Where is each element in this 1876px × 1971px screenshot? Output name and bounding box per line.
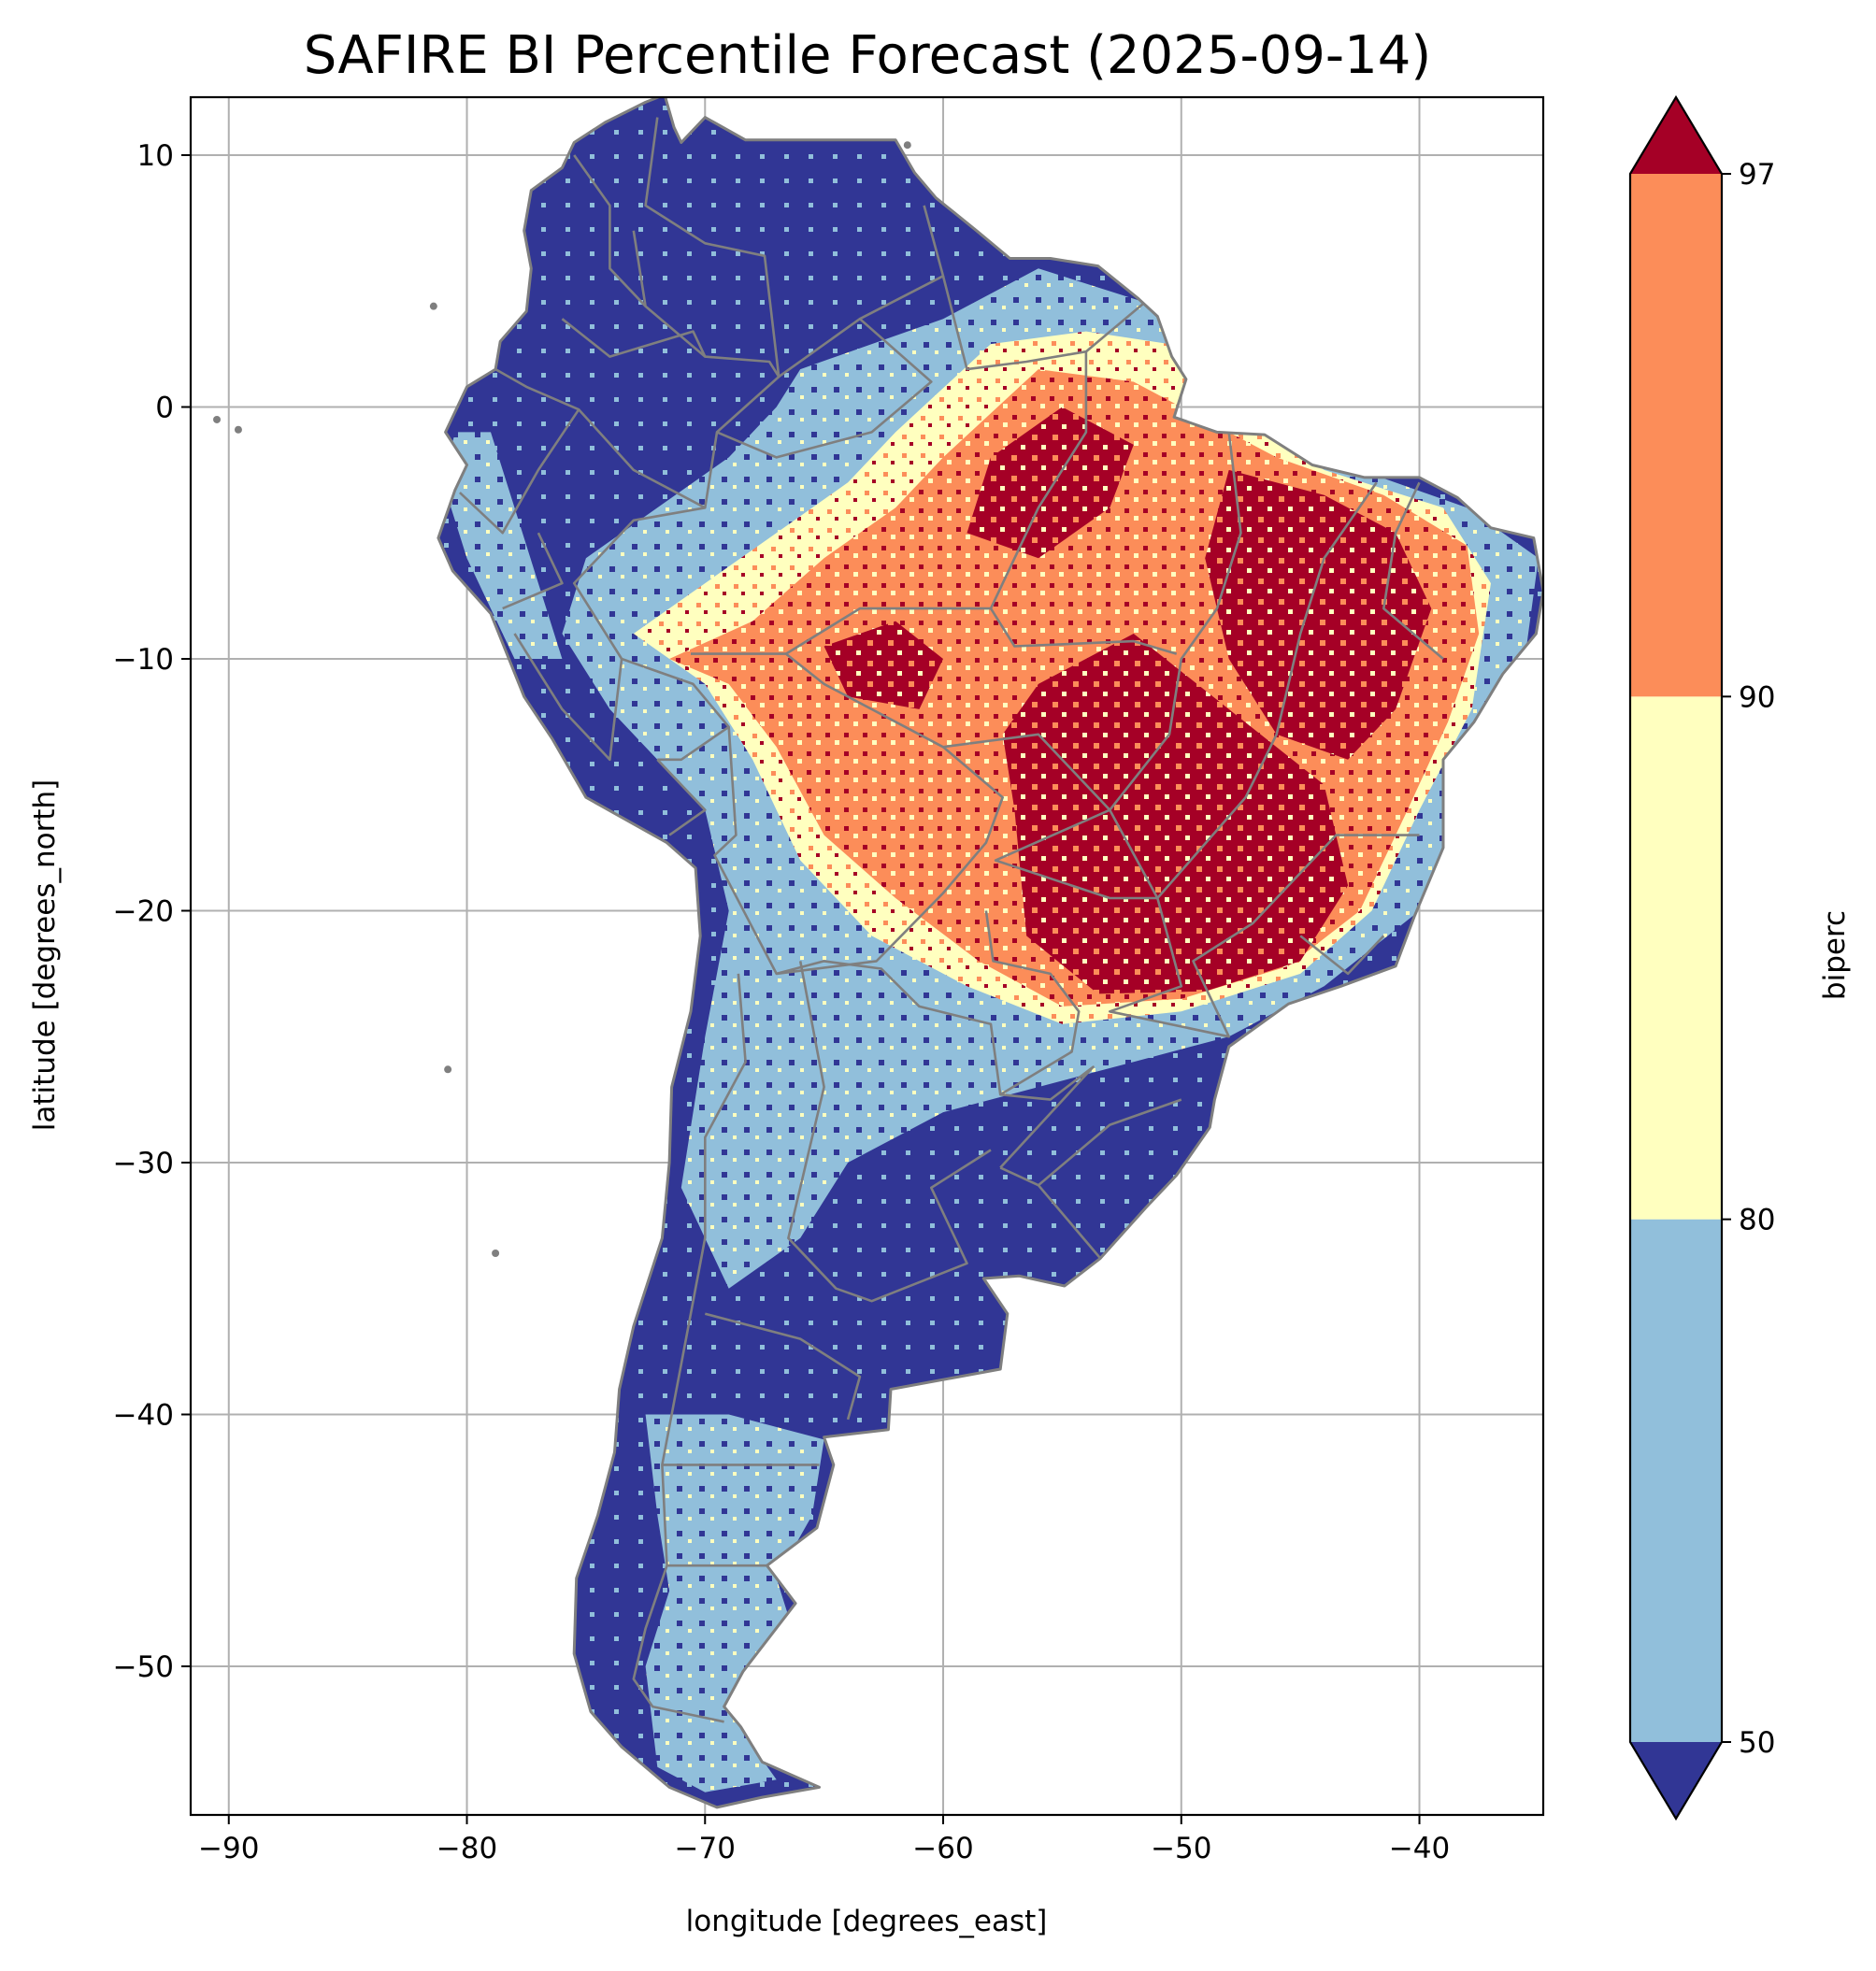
percentile-zones — [443, 268, 1539, 1792]
admin-border — [1109, 432, 1378, 900]
admin-border — [578, 408, 706, 509]
map-axes: −90 −80 −70 −60 −50 −40 10 0 −10 −20 −30 −40 −50 lo… — [28, 95, 1545, 1938]
y-tick-label: 10 — [137, 139, 174, 173]
y-tick-label: −10 — [113, 643, 174, 677]
colorbar-extend-min — [1630, 1742, 1722, 1819]
island — [234, 425, 242, 434]
colorbar-tick-label: 80 — [1739, 1204, 1775, 1237]
colorbar-extend-max — [1630, 97, 1722, 174]
colorbar-tick-label: 97 — [1739, 158, 1775, 192]
admin-border — [999, 1065, 1095, 1169]
y-tick-label: 0 — [155, 391, 174, 424]
admin-border — [704, 1312, 862, 1421]
admin-border — [787, 961, 992, 1303]
y-axis-label: latitude [degrees_north] — [28, 779, 62, 1131]
admin-border — [716, 318, 933, 459]
zone-50-80-andes — [443, 432, 563, 659]
admin-border — [502, 532, 564, 610]
colorbar-bin — [1630, 174, 1722, 697]
zone-50-80-patagonia — [645, 1414, 824, 1792]
x-tick-label: −90 — [198, 1832, 259, 1865]
admin-border — [989, 351, 1088, 609]
admin-border — [942, 733, 1420, 1038]
x-tick-label: −50 — [1151, 1832, 1211, 1865]
island — [492, 1250, 500, 1258]
coastline — [437, 97, 1543, 1809]
colorbar-tick-label: 90 — [1739, 680, 1775, 714]
x-tick-label: −80 — [437, 1832, 497, 1865]
island — [444, 1065, 452, 1074]
country-borders — [213, 97, 1543, 1809]
zone-above-97-northeast — [1205, 469, 1432, 760]
zone-above-97-para — [967, 407, 1134, 559]
y-axis-ticks: 10 0 −10 −20 −30 −40 −50 — [113, 139, 191, 1684]
admin-border — [513, 633, 623, 762]
admin-border — [1299, 935, 1385, 976]
x-tick-label: −60 — [912, 1832, 973, 1865]
admin-border — [656, 758, 707, 836]
admin-border — [941, 275, 1144, 371]
admin-border — [657, 725, 730, 762]
x-tick-label: −70 — [675, 1832, 736, 1865]
island — [213, 415, 222, 423]
admin-border — [1382, 481, 1444, 660]
admin-border — [785, 607, 1178, 655]
x-axis-label: longitude [degrees_east] — [686, 1905, 1048, 1938]
admin-border — [459, 367, 580, 535]
y-tick-label: −30 — [113, 1147, 174, 1180]
axes-frame — [189, 95, 1545, 1817]
y-tick-label: −40 — [113, 1398, 174, 1432]
colorbar-bin — [1630, 696, 1722, 1220]
zone-above-97-cerrado — [1002, 634, 1349, 994]
colorbar-tick-label: 50 — [1739, 1726, 1775, 1760]
colorbar: 50 80 90 97 — [1628, 94, 1775, 1821]
admin-border — [561, 318, 707, 358]
x-tick-label: −40 — [1389, 1832, 1450, 1865]
y-tick-label: −20 — [113, 894, 174, 928]
admin-border — [573, 154, 647, 307]
x-axis-ticks: −90 −80 −70 −60 −50 −40 — [198, 1815, 1450, 1865]
chart-title: SAFIRE BI Percentile Forecast (2025-09-1… — [304, 25, 1431, 86]
y-tick-label: −50 — [113, 1650, 174, 1684]
island — [429, 302, 437, 310]
colorbar-bin — [1630, 1219, 1722, 1742]
admin-border — [1038, 1098, 1182, 1187]
colorbar-label: biperc — [1818, 910, 1852, 1000]
island — [903, 141, 911, 150]
zone-above-97-rondonia — [823, 621, 943, 709]
admin-border — [644, 117, 945, 378]
